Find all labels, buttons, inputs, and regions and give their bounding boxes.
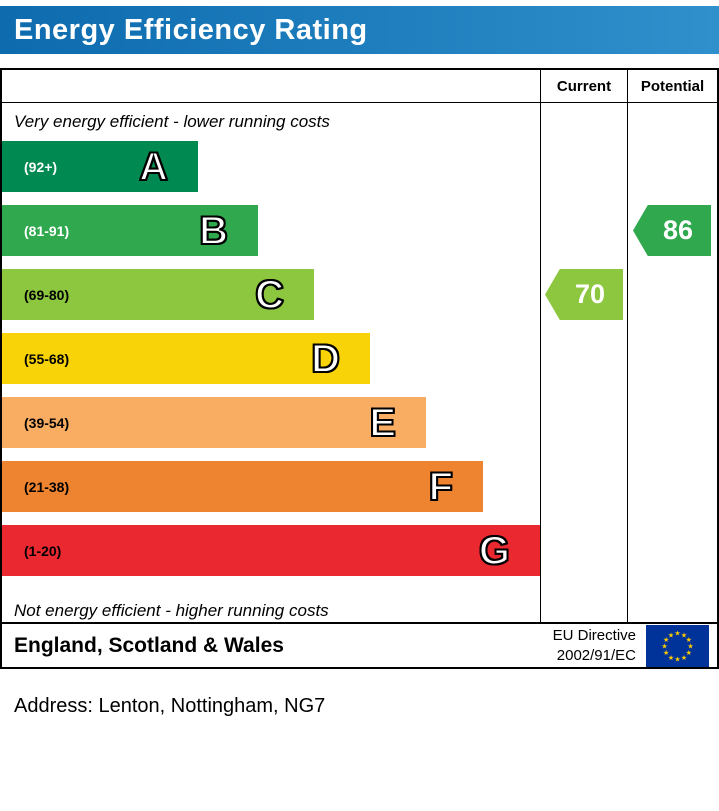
eu-directive-line1: EU Directive	[552, 627, 636, 644]
band-a: (92+) A	[2, 141, 198, 192]
svg-text:★: ★	[686, 636, 692, 644]
current-column: 70	[540, 103, 627, 622]
eu-flag-icon: ★ ★★★★★★★★★★★	[646, 624, 709, 667]
band-letter: C	[254, 272, 285, 317]
band-b: (81-91) B	[2, 205, 258, 256]
band-letter: G	[478, 528, 511, 573]
header-spacer	[2, 70, 540, 102]
band-f: (21-38) F	[2, 461, 483, 512]
potential-column-header: Potential	[627, 70, 717, 102]
eu-directive-text: EU Directive 2002/91/EC	[553, 626, 636, 665]
band-letter: B	[198, 208, 229, 253]
band-range-label: (69-80)	[24, 286, 70, 303]
svg-text:★: ★	[681, 653, 687, 661]
svg-text:★: ★	[668, 653, 674, 661]
current-rating-arrow: 70	[545, 269, 623, 320]
svg-text:★: ★	[663, 649, 669, 657]
band-letter: A	[138, 144, 169, 189]
svg-text:★: ★	[674, 655, 680, 663]
band-e: (39-54) E	[2, 397, 426, 448]
band-range-label: (55-68)	[24, 350, 70, 367]
eu-directive-line2: 2002/91/EC	[556, 646, 636, 664]
band-range-label: (92+)	[24, 158, 58, 175]
band-c: (69-80) C	[2, 269, 314, 320]
band-d: (55-68) D	[2, 333, 370, 384]
svg-text:★: ★	[663, 636, 669, 644]
bands-area: Very energy efficient - lower running co…	[2, 103, 540, 622]
band-letter: F	[428, 464, 454, 509]
region-label: England, Scotland & Wales	[14, 633, 284, 657]
bands-container: (92+) A (81-91) B (69-80) C (55-68) D (39-54) E (2…	[2, 141, 540, 576]
current-column-header: Current	[540, 70, 627, 102]
page-title-bar: Energy Efficiency Rating	[0, 6, 719, 54]
top-note: Very energy efficient - lower running co…	[14, 112, 330, 131]
potential-rating-arrow: 86	[633, 205, 711, 256]
svg-text:★: ★	[674, 629, 680, 637]
svg-text:★: ★	[668, 631, 674, 639]
band-letter: E	[368, 400, 397, 445]
bottom-note: Not energy efficient - higher running co…	[14, 601, 329, 620]
svg-text:★: ★	[681, 631, 687, 639]
svg-text:★: ★	[687, 642, 693, 650]
band-range-label: (39-54)	[24, 414, 70, 431]
epc-chart: Current Potential Very energy efficient …	[0, 68, 719, 669]
chart-body: Very energy efficient - lower running co…	[2, 103, 717, 622]
band-letter: D	[310, 336, 341, 381]
band-g: (1-20) G	[2, 525, 540, 576]
potential-column: 86	[627, 103, 717, 622]
band-range-label: (81-91)	[24, 222, 70, 239]
chart-header-row: Current Potential	[2, 70, 717, 103]
svg-text:★: ★	[661, 642, 667, 650]
page-title: Energy Efficiency Rating	[14, 13, 368, 46]
svg-text:★: ★	[686, 649, 692, 657]
chart-footer: England, Scotland & Wales EU Directive 2…	[2, 622, 717, 667]
address-line: Address: Lenton, Nottingham, NG7	[14, 695, 326, 717]
band-range-label: (21-38)	[24, 478, 70, 495]
band-range-label: (1-20)	[24, 542, 62, 559]
